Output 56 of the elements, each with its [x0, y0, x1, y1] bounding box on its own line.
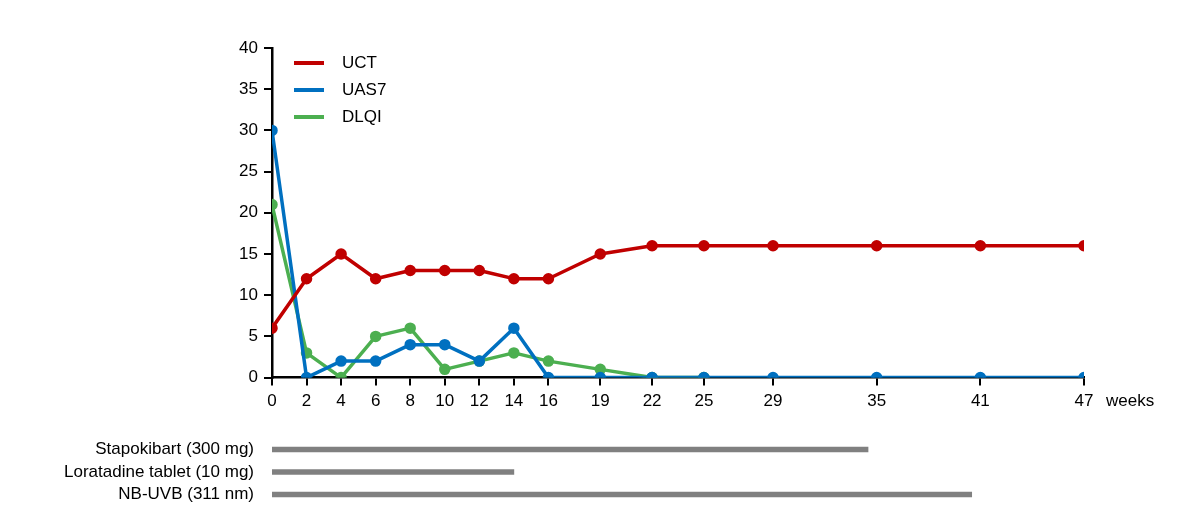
x-tick-label: 25 — [694, 391, 714, 411]
point — [369, 355, 382, 367]
point — [439, 264, 451, 277]
point — [369, 272, 382, 285]
x-tick-label: 35 — [867, 391, 887, 411]
point — [767, 240, 779, 252]
y-tick-label: 30 — [239, 120, 258, 140]
x-tick-label: 29 — [763, 391, 783, 411]
point — [404, 264, 416, 277]
point — [300, 272, 313, 285]
x-tick-label: 10 — [435, 391, 455, 411]
legend-label: UAS7 — [342, 79, 387, 99]
x-tick-label: 14 — [504, 391, 524, 411]
x-tick-label: 4 — [336, 391, 346, 411]
y-tick-label: Stapokibart (300 mg) — [95, 439, 254, 459]
point — [542, 272, 555, 285]
x-axis-title: weeks — [1105, 390, 1155, 410]
y-tick-label: 40 — [239, 37, 258, 57]
y-tick-label: Loratadine tablet (10 mg) — [64, 461, 254, 481]
point — [439, 338, 451, 351]
point — [369, 330, 382, 343]
point — [335, 355, 347, 367]
legend-label: UCT — [342, 52, 377, 72]
point — [646, 240, 658, 252]
legend-label: DLQI — [342, 106, 382, 126]
x-tick-label: 0 — [267, 391, 277, 411]
x-tick-label: 12 — [469, 391, 489, 411]
y-tick-label: NB-UVB (311 nm) — [118, 484, 254, 504]
point — [508, 272, 520, 285]
y-tick-label: 5 — [248, 326, 258, 346]
y-tick-label: 15 — [239, 243, 258, 263]
x-tick-label: 2 — [301, 391, 312, 411]
point — [335, 248, 347, 260]
point — [473, 264, 486, 277]
y-tick-label: 0 — [248, 367, 258, 387]
x-tick-label: 41 — [970, 391, 990, 411]
point — [698, 240, 710, 252]
point — [404, 338, 416, 351]
point — [542, 355, 555, 367]
x-tick-label: 6 — [370, 391, 381, 411]
point — [439, 363, 451, 376]
point — [508, 322, 520, 334]
point — [404, 322, 416, 334]
point — [974, 240, 987, 252]
point — [870, 240, 883, 252]
x-tick-label: 47 — [1074, 391, 1094, 411]
y-tick-label: 25 — [239, 161, 258, 181]
y-tick-label: 35 — [239, 78, 258, 98]
y-tick-label: 10 — [239, 284, 258, 304]
x-tick-label: 22 — [642, 391, 662, 411]
y-tick-label: 20 — [239, 202, 258, 222]
x-tick-label: 19 — [590, 391, 610, 411]
point — [508, 347, 520, 359]
x-tick-label: 8 — [405, 391, 415, 411]
point — [594, 248, 607, 260]
x-tick-label: 16 — [538, 391, 558, 411]
